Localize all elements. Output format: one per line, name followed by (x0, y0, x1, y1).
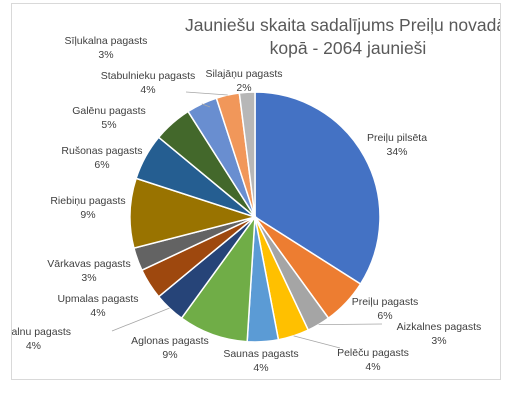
slice-label-pct: 3% (98, 49, 113, 61)
slice-label-7: Rožkalnu pagasts 4% (12, 326, 71, 352)
slice-label-name: Vārkavas pagasts (47, 258, 130, 270)
leader-line-7 (111, 307, 170, 332)
chart-area: Jauniešu skaita sadalījums Preiļu novadā… (11, 3, 501, 380)
slice-label-5: Saunas pagasts 4% (223, 348, 298, 374)
slice-label-name: Rušonas pagasts (61, 145, 142, 157)
slice-label-pct: 2% (236, 82, 251, 94)
leader-line-13 (201, 103, 211, 108)
leader-line-4 (293, 335, 341, 349)
leader-lines (111, 91, 383, 349)
pie-slices (129, 91, 381, 343)
slice-label-pct: 4% (26, 340, 41, 352)
slice-label-name: Stabulnieku pagasts (101, 70, 196, 82)
slice-label-pct: 4% (253, 362, 268, 374)
slice-label-pct: 9% (162, 349, 177, 361)
slice-label-name: Sīļukalna pagasts (65, 35, 148, 47)
slice-label-12: Galēnu pagasts 5% (72, 105, 146, 131)
slice-label-pct: 3% (431, 335, 446, 347)
slice-labels: Preiļu pilsēta 34% Preiļu pagasts 6% Aizkaln… (12, 35, 481, 374)
slice-label-pct: 9% (80, 209, 95, 221)
slice-label-name: Preiļu pilsēta (367, 132, 427, 144)
slice-label-name: Upmalas pagasts (57, 293, 138, 305)
slice-label-name: Silajāņu pagasts (205, 68, 282, 80)
slice-label-11: Rušonas pagasts 6% (61, 145, 142, 171)
slice-label-pct: 4% (140, 84, 155, 96)
slice-label-name: Pelēču pagasts (337, 347, 409, 359)
slice-label-pct: 6% (94, 159, 109, 171)
slice-label-name: Rožkalnu pagasts (12, 326, 71, 338)
slice-label-name: Aizkalnes pagasts (397, 321, 482, 333)
slice-label-name: Riebiņu pagasts (50, 195, 125, 207)
leader-line-14 (185, 91, 228, 96)
slice-label-pct: 4% (90, 307, 105, 319)
slice-label-2: Preiļu pagasts 6% (352, 296, 419, 322)
slice-label-15: Silajāņu pagasts 2% (205, 68, 282, 94)
slice-label-6: Aglonas pagasts 9% (131, 335, 209, 361)
slice-label-name: Aglonas pagasts (131, 335, 209, 347)
leader-line-3 (318, 323, 383, 325)
chart-title-line-1: Jauniešu skaita sadalījums Preiļu novadā… (185, 15, 500, 35)
slice-label-pct: 5% (101, 119, 116, 131)
slice-label-9: Vārkavas pagasts 3% (47, 258, 130, 284)
slice-label-1: Preiļu pilsēta 34% (367, 132, 427, 158)
slice-label-14: Sīļukalna pagasts 3% (65, 35, 148, 61)
slice-label-name: Saunas pagasts (223, 348, 298, 360)
slice-label-8: Upmalas pagasts 4% (57, 293, 138, 319)
chart-title-line-2: kopā - 2064 jaunieši (270, 38, 427, 58)
slice-label-13: Stabulnieku pagasts 4% (101, 70, 196, 96)
slice-label-pct: 4% (365, 361, 380, 373)
slice-label-10: Riebiņu pagasts 9% (50, 195, 125, 221)
slice-label-4: Pelēču pagasts 4% (337, 347, 409, 373)
slice-label-name: Preiļu pagasts (352, 296, 419, 308)
slice-label-name: Galēnu pagasts (72, 105, 146, 117)
slice-label-3: Aizkalnes pagasts 3% (397, 321, 482, 347)
pie-slice-15 (238, 91, 256, 218)
pie-chart: Jauniešu skaita sadalījums Preiļu novadā… (12, 15, 500, 374)
slice-label-pct: 3% (81, 272, 96, 284)
slice-label-pct: 34% (386, 146, 407, 158)
slice-label-pct: 6% (377, 310, 392, 322)
